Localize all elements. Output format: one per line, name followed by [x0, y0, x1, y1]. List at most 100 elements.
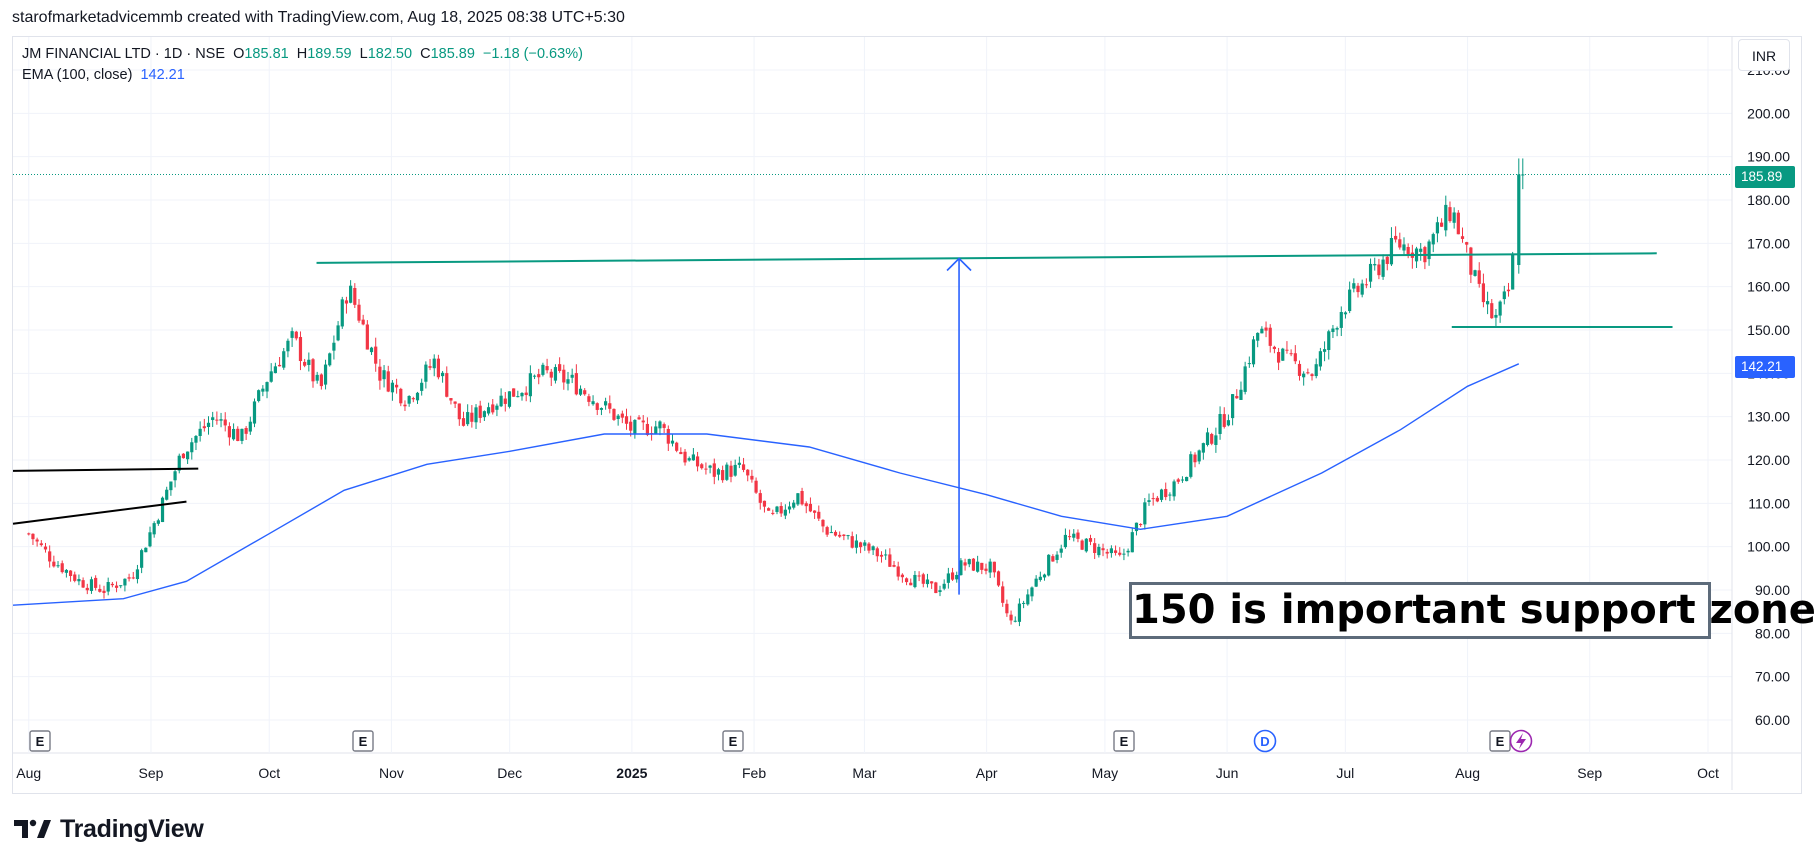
candle-body	[1289, 353, 1293, 355]
earnings-marker-label: E	[359, 734, 368, 749]
candle-body	[892, 565, 896, 567]
chart-legend: JM FINANCIAL LTD · 1D · NSE O185.81 H189…	[22, 44, 583, 86]
candle-body	[1038, 576, 1042, 580]
ema-legend-row: EMA (100, close) 142.21	[22, 65, 583, 86]
candle-body	[1498, 301, 1502, 316]
candle-body	[854, 540, 859, 548]
candle-body	[110, 583, 114, 586]
ema-label[interactable]: EMA (100, close)	[22, 67, 133, 83]
candle-body	[875, 548, 879, 557]
candle-body	[516, 396, 520, 398]
candle-body	[858, 542, 863, 548]
earnings-marker	[352, 730, 374, 752]
candle-body	[1201, 443, 1205, 453]
candle-body	[1051, 556, 1055, 562]
candle-body	[930, 581, 934, 584]
lightning-icon	[1516, 733, 1526, 749]
candle-body	[996, 571, 1001, 586]
x-tick-label: 2025	[616, 765, 647, 781]
candle-body	[1130, 532, 1134, 553]
candle-body	[683, 451, 687, 463]
candle-body	[934, 582, 938, 594]
candle-body	[328, 353, 332, 366]
candle-body	[190, 442, 194, 453]
candle-body	[35, 539, 39, 542]
candle-body	[629, 421, 633, 431]
candle-body	[181, 453, 186, 459]
candle-body	[332, 342, 336, 351]
candle-body	[963, 562, 967, 566]
candle-body	[779, 506, 783, 514]
candle-body	[156, 520, 160, 524]
x-tick-label: Sep	[1577, 765, 1602, 781]
candle-body	[269, 371, 273, 382]
earnings-marker-label: E	[36, 734, 45, 749]
candle-body	[1373, 264, 1377, 266]
last-price-tag: 185.89	[1735, 166, 1795, 188]
candle-body	[884, 554, 888, 556]
candle-body	[486, 407, 491, 414]
candle-body	[938, 590, 942, 592]
candle-body	[1072, 533, 1076, 538]
candle-body	[984, 568, 988, 571]
candle-body	[507, 391, 512, 407]
symbol-label[interactable]: JM FINANCIAL LTD · 1D · NSE	[22, 46, 226, 62]
tradingview-logo[interactable]: TradingView	[14, 814, 204, 844]
candle-body	[512, 388, 516, 397]
candle-body	[1256, 332, 1260, 341]
candle-body	[746, 469, 750, 476]
x-tick-label: Sep	[139, 765, 164, 781]
candle-body	[98, 588, 102, 592]
y-tick-label: 90.00	[1755, 582, 1790, 598]
dividend-marker	[1253, 729, 1277, 753]
candle-body	[1502, 291, 1506, 300]
candle-body	[1055, 554, 1059, 560]
candle-body	[1113, 550, 1118, 553]
candle-body	[825, 527, 829, 535]
candle-body	[1260, 328, 1264, 334]
candle-body	[106, 582, 110, 592]
candle-body	[712, 463, 716, 477]
candle-body	[1494, 314, 1498, 318]
candle-body	[733, 464, 737, 476]
candle-body	[1226, 420, 1231, 426]
candle-body	[1318, 351, 1322, 367]
candle-body	[1394, 235, 1398, 240]
candle-body	[173, 471, 177, 481]
candle-body	[553, 367, 558, 381]
candle-body	[340, 299, 344, 327]
candle-body	[499, 395, 503, 407]
candle-body	[85, 587, 89, 591]
candle-body	[758, 493, 762, 503]
candle-body	[1343, 312, 1348, 315]
candle-body	[1235, 396, 1239, 399]
candle-body	[838, 534, 842, 537]
candle-body	[1331, 328, 1335, 333]
candle-body	[1063, 534, 1068, 548]
candle-body	[1001, 586, 1005, 603]
support-zone-annotation[interactable]: 150 is important support zone	[1129, 582, 1814, 639]
candle-body	[524, 392, 528, 396]
candle-body	[904, 578, 909, 583]
candle-body	[432, 358, 436, 369]
open-label: O	[233, 46, 245, 62]
candle-body	[1435, 222, 1440, 234]
candle-body	[670, 440, 675, 444]
candle-body	[144, 547, 148, 553]
candle-body	[829, 532, 833, 534]
candle-body	[353, 288, 357, 305]
close-label: C	[420, 46, 431, 62]
candle-body	[290, 331, 294, 338]
x-tick-label: Dec	[497, 765, 522, 781]
y-tick-label: 80.00	[1755, 625, 1790, 641]
candle-body	[194, 435, 198, 443]
candle-body	[520, 392, 524, 397]
candle-body	[913, 574, 917, 588]
candle-body	[273, 366, 277, 374]
candle-body	[666, 428, 670, 444]
candle-body	[445, 373, 449, 397]
candle-body	[1042, 574, 1047, 578]
currency-button[interactable]: INR	[1738, 39, 1790, 71]
earnings-marker-label: E	[1120, 734, 1129, 749]
